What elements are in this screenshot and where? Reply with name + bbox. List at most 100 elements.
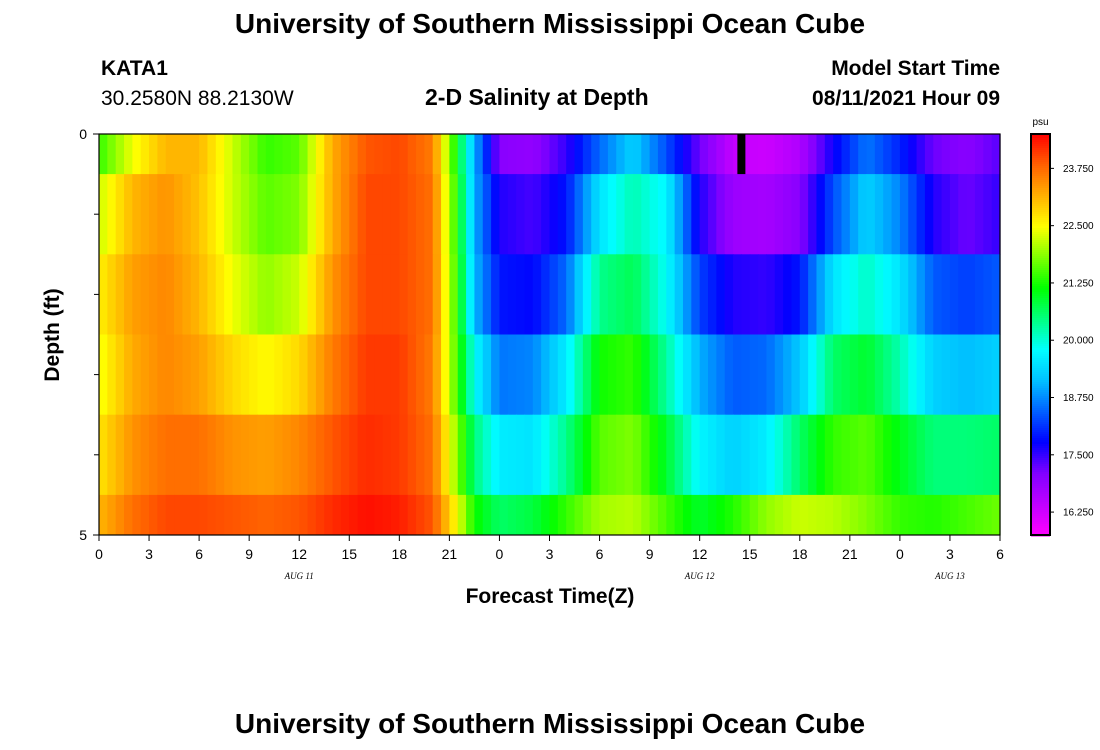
heatmap-cell [616, 174, 626, 255]
heatmap-cell [574, 134, 584, 175]
heatmap-cell [407, 334, 417, 416]
colorbar-segment [1031, 224, 1050, 227]
heatmap-cell [416, 414, 425, 496]
heatmap-cell [758, 134, 767, 175]
heatmap-cell [349, 134, 359, 175]
heatmap-cell [749, 494, 759, 536]
heatmap-cell [215, 174, 225, 255]
heatmap-cell [991, 134, 1001, 175]
heatmap-cell [516, 414, 526, 496]
colorbar-segment [1031, 512, 1050, 515]
heatmap-cell [190, 334, 200, 416]
heatmap-cell [874, 134, 884, 175]
colorbar-segment [1031, 432, 1050, 435]
heatmap-cell [507, 174, 517, 255]
colorbar-segment [1031, 384, 1050, 387]
colorbar-segment [1031, 178, 1050, 181]
heatmap-cell [991, 494, 1001, 536]
heatmap-cell [265, 414, 275, 496]
heatmap-cell [349, 174, 359, 255]
heatmap-cell [949, 254, 959, 335]
heatmap-cell [766, 494, 776, 536]
heatmap-cell [883, 174, 893, 255]
heatmap-cell [574, 334, 584, 416]
heatmap-cell [574, 174, 584, 255]
heatmap-cell [874, 174, 884, 255]
heatmap-cell [749, 414, 759, 496]
colorbar-segment [1031, 356, 1050, 359]
heatmap-cell [858, 134, 868, 175]
colorbar-segment [1031, 328, 1050, 331]
heatmap-cell [607, 334, 617, 416]
heatmap-cell [499, 494, 509, 536]
heatmap-cell [482, 134, 492, 175]
heatmap-cell [624, 414, 634, 496]
heatmap-cell [766, 134, 776, 175]
heatmap-cell [199, 414, 209, 496]
heatmap-cell [140, 254, 150, 335]
heatmap-cell [232, 134, 242, 175]
heatmap-cell [574, 414, 584, 496]
heatmap-cell [716, 254, 726, 335]
colorbar-segment [1031, 176, 1050, 179]
colorbar-segment [1031, 232, 1050, 235]
colorbar-segment [1031, 156, 1050, 159]
heatmap-cell [708, 334, 717, 416]
colorbar-segment [1031, 458, 1050, 461]
heatmap-cell [491, 414, 501, 496]
heatmap-cell [649, 254, 659, 335]
heatmap-cell [824, 334, 834, 416]
colorbar-segment [1031, 392, 1050, 395]
heatmap-cell [624, 254, 634, 335]
heatmap-cell [357, 494, 367, 536]
heatmap-cell [315, 414, 325, 496]
heatmap-cell [966, 254, 976, 335]
heatmap-cell [274, 414, 284, 496]
colorbar-segment [1031, 146, 1050, 149]
colorbar-segment [1031, 322, 1050, 325]
heatmap-cell [591, 414, 601, 496]
heatmap-cell [274, 334, 284, 416]
heatmap-cell [974, 174, 984, 255]
heatmap-cell [299, 334, 309, 416]
heatmap-cell [324, 494, 334, 536]
heatmap-cell [307, 254, 317, 335]
heatmap-cell [382, 134, 392, 175]
heatmap-cell [132, 174, 142, 255]
heatmap-cell [265, 174, 275, 255]
heatmap-cell [916, 494, 926, 536]
heatmap-cell [416, 134, 425, 175]
heatmap-cell [290, 254, 300, 335]
colorbar-segment [1031, 430, 1050, 433]
heatmap-cell [632, 494, 642, 536]
heatmap-cell [541, 174, 551, 255]
x-axis: 0 3 6 9 12 15 18 21 0 3 6 9 12 15 18 21 0 3 6 AUG 11 AUG 12 A… [95, 535, 1004, 581]
heatmap-cell [791, 414, 801, 496]
colorbar-segment [1031, 492, 1050, 495]
colorbar-segment [1031, 158, 1050, 161]
heatmap-cell [749, 254, 759, 335]
colorbar-segment [1031, 180, 1050, 183]
heatmap-cell [674, 414, 684, 496]
colorbar-segment [1031, 214, 1050, 217]
heatmap-cell [741, 414, 751, 496]
heatmap-cell [132, 414, 142, 496]
heatmap-cell [891, 254, 901, 335]
heatmap-cell [491, 174, 501, 255]
heatmap-cell [541, 134, 551, 175]
heatmap-cell [941, 334, 951, 416]
heatmap-cell [140, 494, 150, 536]
colorbar-segment [1031, 236, 1050, 239]
heatmap-cell [215, 494, 225, 536]
colorbar-segment [1031, 518, 1050, 521]
colorbar-segment [1031, 140, 1050, 143]
heatmap-cell [708, 494, 717, 536]
heatmap-cell [466, 494, 476, 536]
colorbar-segment [1031, 304, 1050, 307]
heatmap-cell [949, 134, 959, 175]
heatmap-cell [841, 414, 851, 496]
heatmap-cell [733, 414, 742, 496]
heatmap-cell [808, 494, 818, 536]
heatmap-cell [407, 254, 417, 335]
heatmap-cell [407, 174, 417, 255]
